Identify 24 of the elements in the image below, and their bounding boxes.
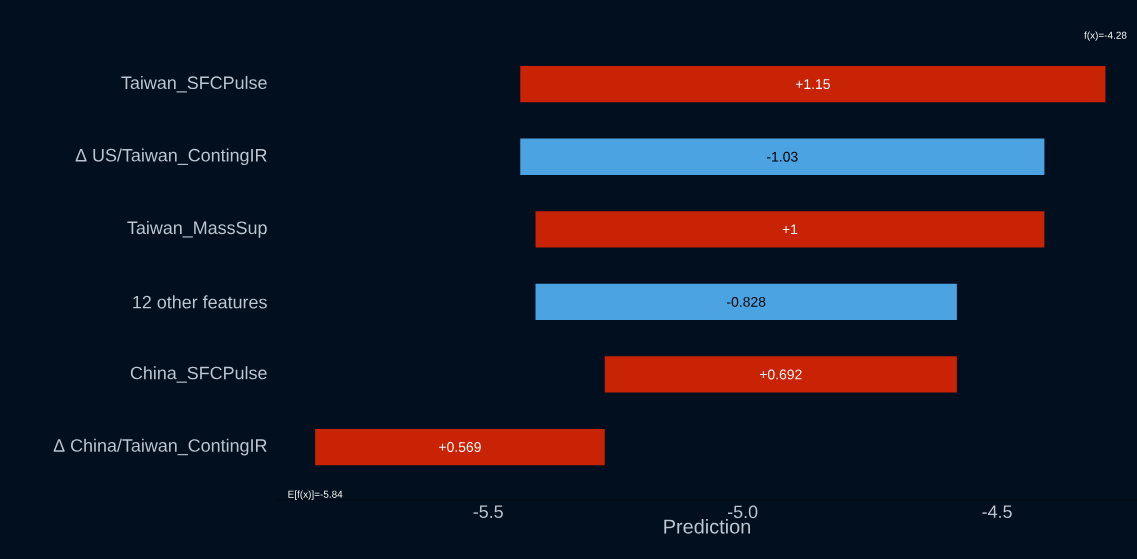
text: f(x)=-4.28 bbox=[1084, 31, 1127, 41]
y-tick-label: Taiwan_MassSup bbox=[127, 220, 267, 238]
x-tick-label: -4.5 bbox=[982, 505, 1012, 519]
x-tick-label: -5.5 bbox=[473, 505, 503, 519]
y-tick-label: Δ China/Taiwan_ContingIR bbox=[53, 438, 267, 456]
data-label: -0.828 bbox=[727, 296, 766, 307]
text: E[f(x)]=-5.84 bbox=[288, 490, 343, 500]
data-label: -1.03 bbox=[767, 151, 798, 162]
bar bbox=[604, 356, 957, 393]
data-label: +0.569 bbox=[439, 442, 481, 452]
bar bbox=[535, 283, 957, 321]
x-axis-title: Prediction bbox=[664, 519, 750, 534]
bar bbox=[535, 211, 1045, 248]
y-tick-label: Taiwan_SFCPulse bbox=[121, 75, 267, 93]
data-label: +0.692 bbox=[759, 369, 802, 380]
y-tick-label: China_SFCPulse bbox=[130, 366, 267, 383]
bar bbox=[315, 428, 605, 466]
bar bbox=[520, 138, 1045, 175]
y-tick-label: 12 other features bbox=[133, 295, 267, 309]
y-tick-label: Δ US/Taiwan_ContingIR bbox=[75, 148, 267, 166]
x-tick-label: -5.0 bbox=[727, 505, 758, 519]
data-label: +1.15 bbox=[795, 79, 830, 90]
data-label: +1 bbox=[782, 224, 798, 235]
bar bbox=[520, 66, 1106, 103]
